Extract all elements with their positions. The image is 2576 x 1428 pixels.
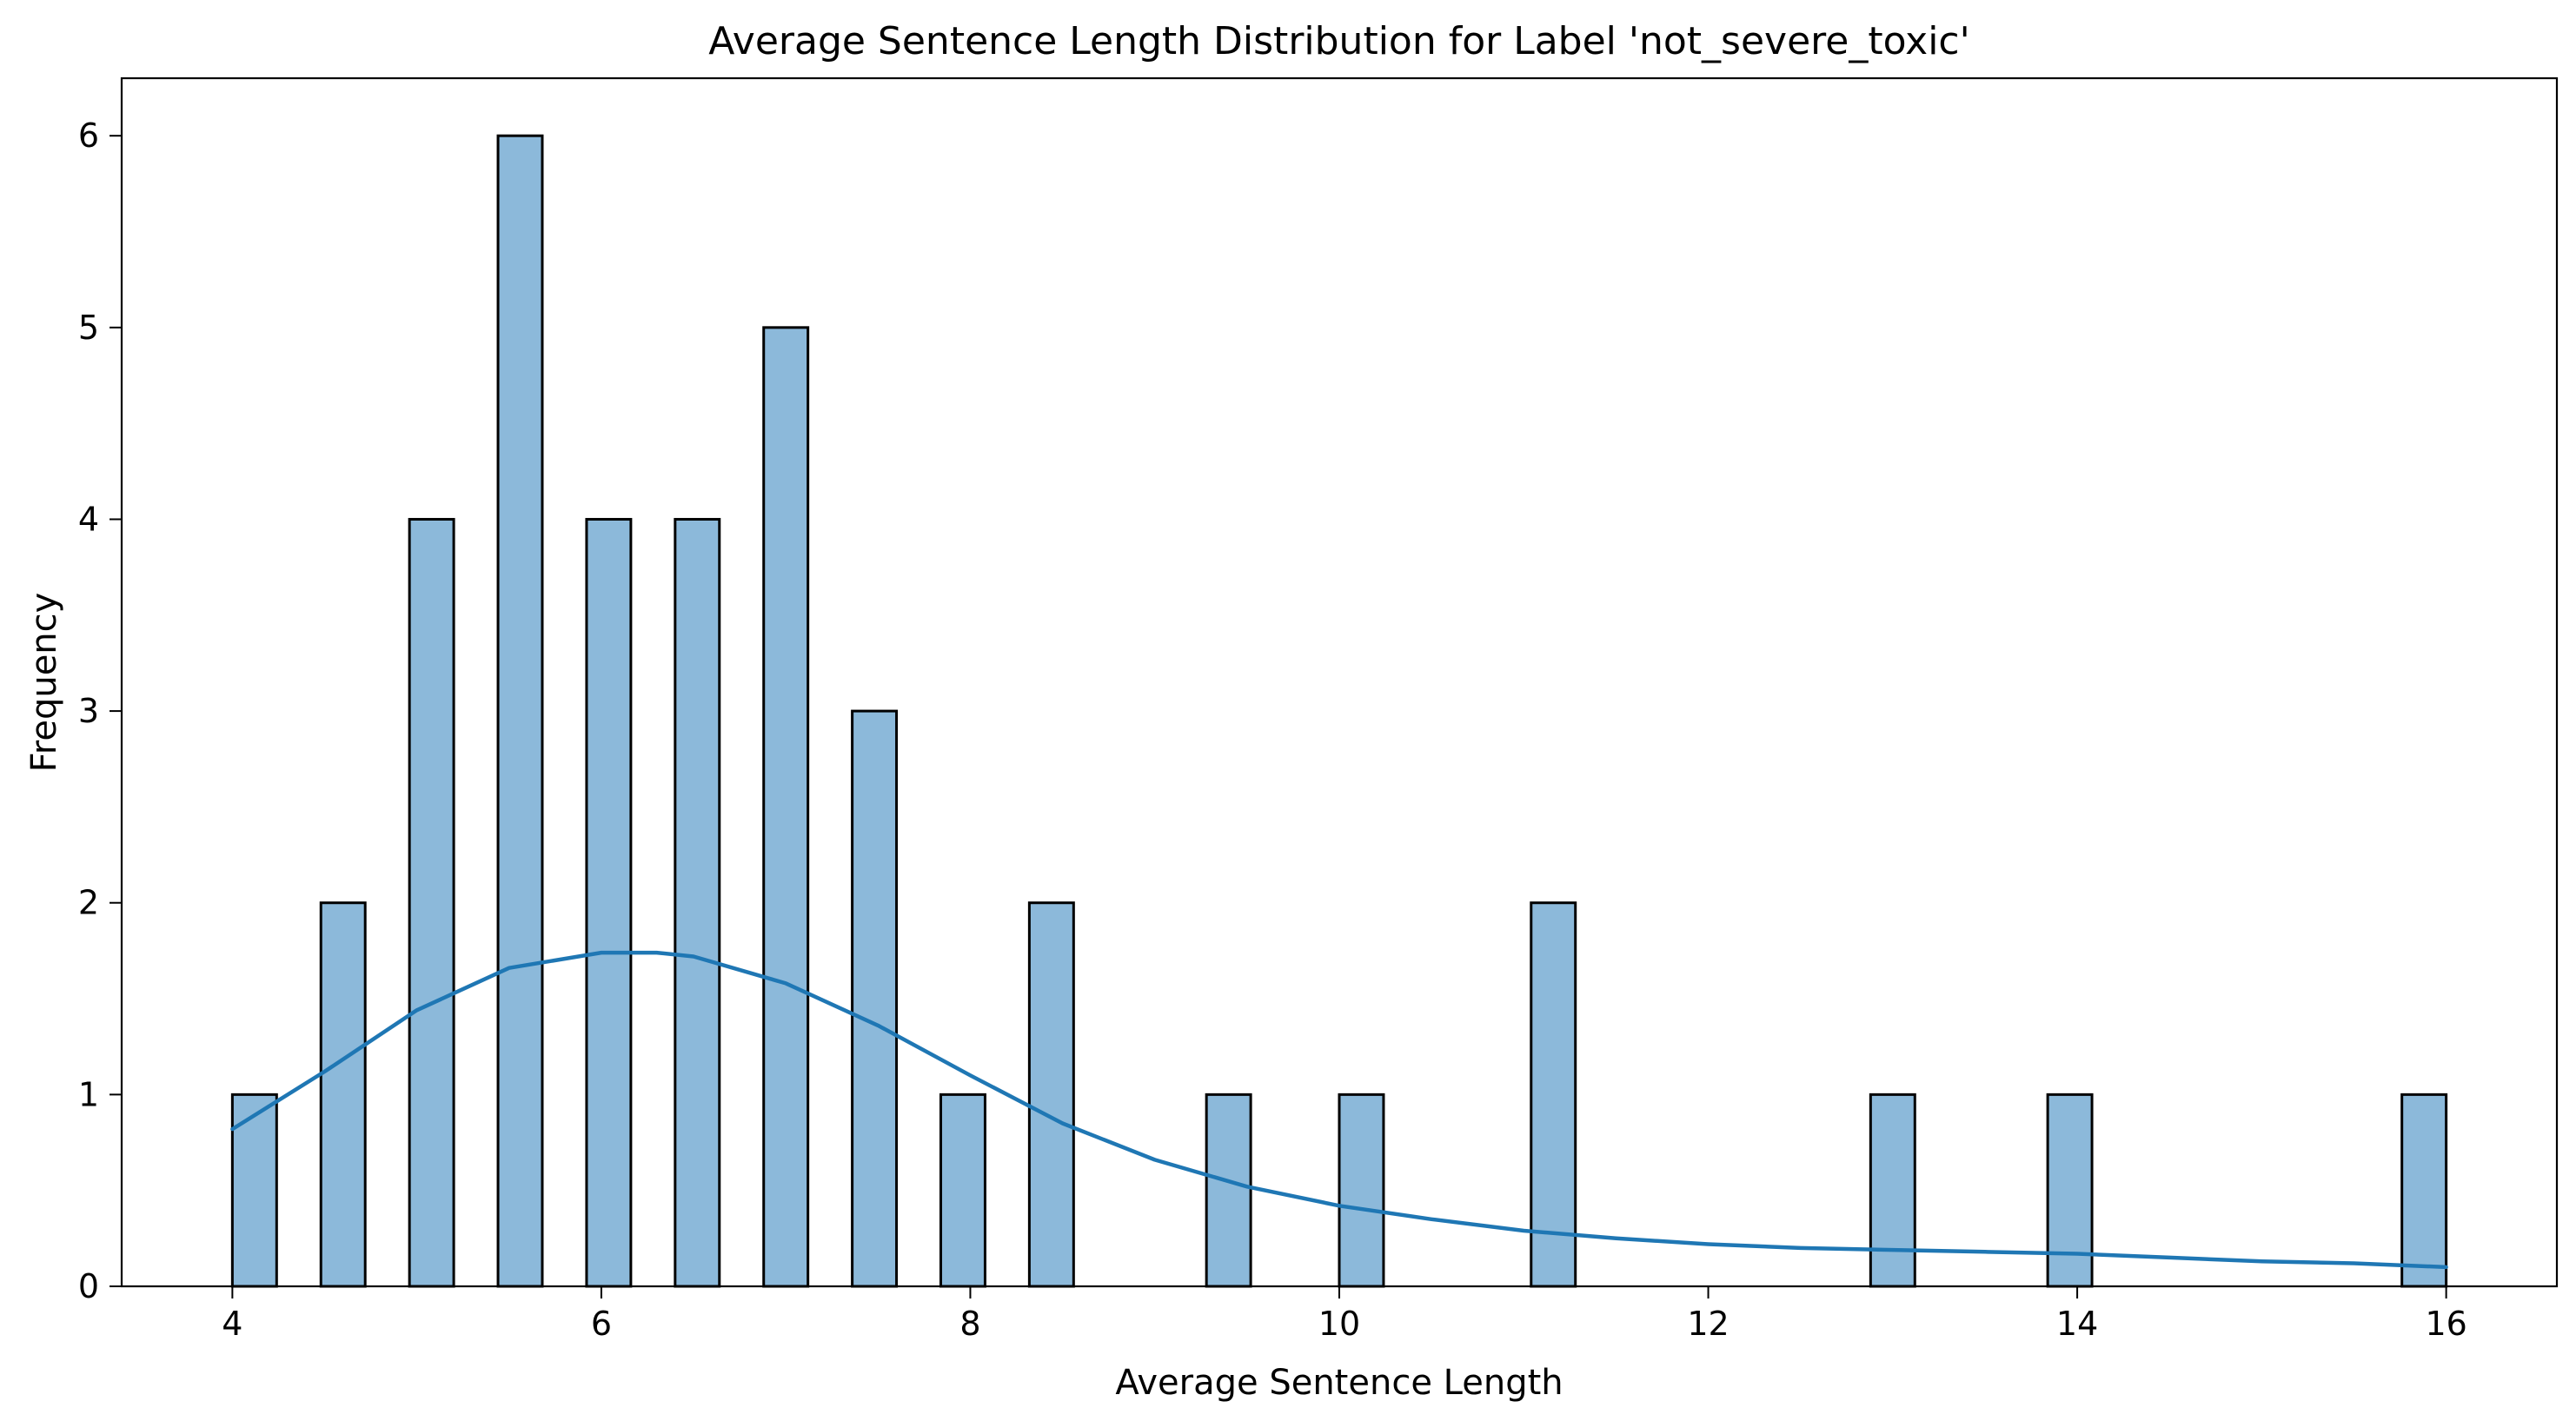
bars-layer (230, 134, 2448, 1288)
histogram-bar-8 (939, 1093, 986, 1288)
y-axis-ticks: 0 1 2 3 4 5 6 (78, 116, 122, 1305)
histogram-bar-10 (1205, 1093, 1252, 1288)
x-tick-label: 4 (222, 1305, 242, 1343)
histogram-bar-6 (762, 326, 810, 1288)
x-tick-label: 6 (591, 1305, 612, 1343)
y-tick-label: 3 (78, 692, 99, 730)
y-tick-label: 2 (78, 884, 99, 922)
y-axis-label: Frequency (24, 593, 64, 773)
histogram-bar-1 (319, 901, 367, 1288)
chart-title: Average Sentence Length Distribution for… (708, 19, 1969, 63)
histogram-bar-9 (1027, 901, 1075, 1288)
y-tick-label: 1 (78, 1075, 99, 1113)
x-axis-ticks: 4 6 8 10 12 14 16 (222, 1286, 2467, 1343)
y-tick-label: 0 (78, 1267, 99, 1305)
y-tick-label: 5 (78, 309, 99, 347)
x-axis-label: Average Sentence Length (1115, 1363, 1563, 1403)
histogram-bar-5 (674, 517, 721, 1288)
histogram-bar-7 (851, 709, 899, 1288)
histogram-bar-13 (1869, 1093, 1916, 1288)
histogram-bar-11 (1338, 1093, 1385, 1288)
x-tick-label: 14 (2056, 1305, 2098, 1343)
histogram-bar-14 (2046, 1093, 2094, 1288)
kde-layer (230, 950, 2448, 1270)
x-tick-label: 16 (2425, 1305, 2466, 1343)
histogram-bar-4 (585, 517, 633, 1288)
x-tick-label: 12 (1687, 1305, 1729, 1343)
histogram-bar-15 (2400, 1093, 2448, 1288)
x-tick-label: 8 (959, 1305, 980, 1343)
histogram-bar-3 (496, 134, 544, 1288)
y-tick-label: 6 (78, 116, 99, 155)
histogram-bar-12 (1530, 901, 1577, 1288)
y-tick-label: 4 (78, 500, 99, 538)
kde-density-line (230, 950, 2448, 1270)
x-tick-label: 10 (1318, 1305, 1360, 1343)
histogram-bar-2 (408, 517, 455, 1288)
